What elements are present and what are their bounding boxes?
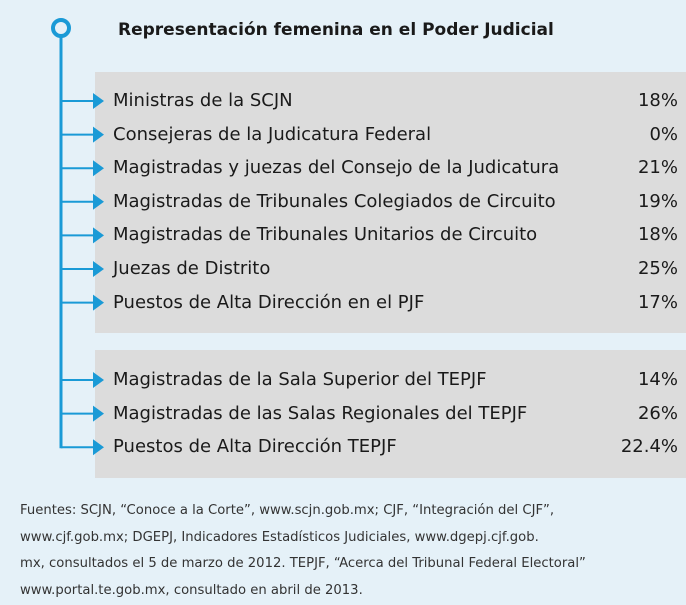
row-value: 18% [637,90,678,111]
row-value: 22.4% [620,436,678,458]
row-label: Ministras de la SCJN [113,90,293,111]
arrow-head [93,93,104,109]
arrow-head [93,294,104,311]
group-box [95,350,686,478]
row-label: Magistradas y juezas del Consejo de la J… [113,157,560,179]
arrow-head [93,261,104,277]
source-line: www.portal.te.gob.mx, consultado en abri… [20,582,363,598]
row-label: Magistradas de Tribunales Unitarios de C… [113,224,538,246]
row-label: Magistradas de Tribunales Colegiados de … [113,190,556,212]
arrow-head [93,405,104,422]
row-label: Magistradas de las Salas Regionales del … [113,402,528,424]
arrow-head [93,193,104,210]
row-value: 26% [637,402,678,424]
arrow-head [93,372,104,388]
arrow-head [93,126,104,143]
timeline-start [51,18,71,38]
row-label: Juezas de Distrito [113,258,271,279]
row-label: Magistradas de la Sala Superior del TEPJ… [113,369,487,390]
row-value: 0% [649,123,678,145]
row-value: 17% [637,291,678,313]
row-value: 19% [637,190,678,212]
source-line: mx, consultados el 5 de marzo de 2012. T… [20,556,586,571]
row-value: 18% [637,224,678,246]
source-line: Fuentes: SCJN, “Conoce a la Corte”, www.… [20,503,555,518]
source-line: www.cjf.gob.mx; DGEPJ, Indicadores Estad… [20,529,539,545]
row-label: Puestos de Alta Dirección en el PJF [113,291,425,313]
group-box [95,72,686,334]
arrow-head [93,160,104,177]
row-label: Consejeras de la Judicatura Federal [113,123,432,145]
arrow-head [93,227,104,244]
row-label: Puestos de Alta Dirección TEPJF [113,436,397,458]
row-value: 21% [637,157,678,179]
arrow-head [93,439,104,456]
title: Representación femenina en el Poder Judi… [118,20,554,40]
row-value: 14% [637,369,678,390]
row-value: 25% [637,258,678,279]
